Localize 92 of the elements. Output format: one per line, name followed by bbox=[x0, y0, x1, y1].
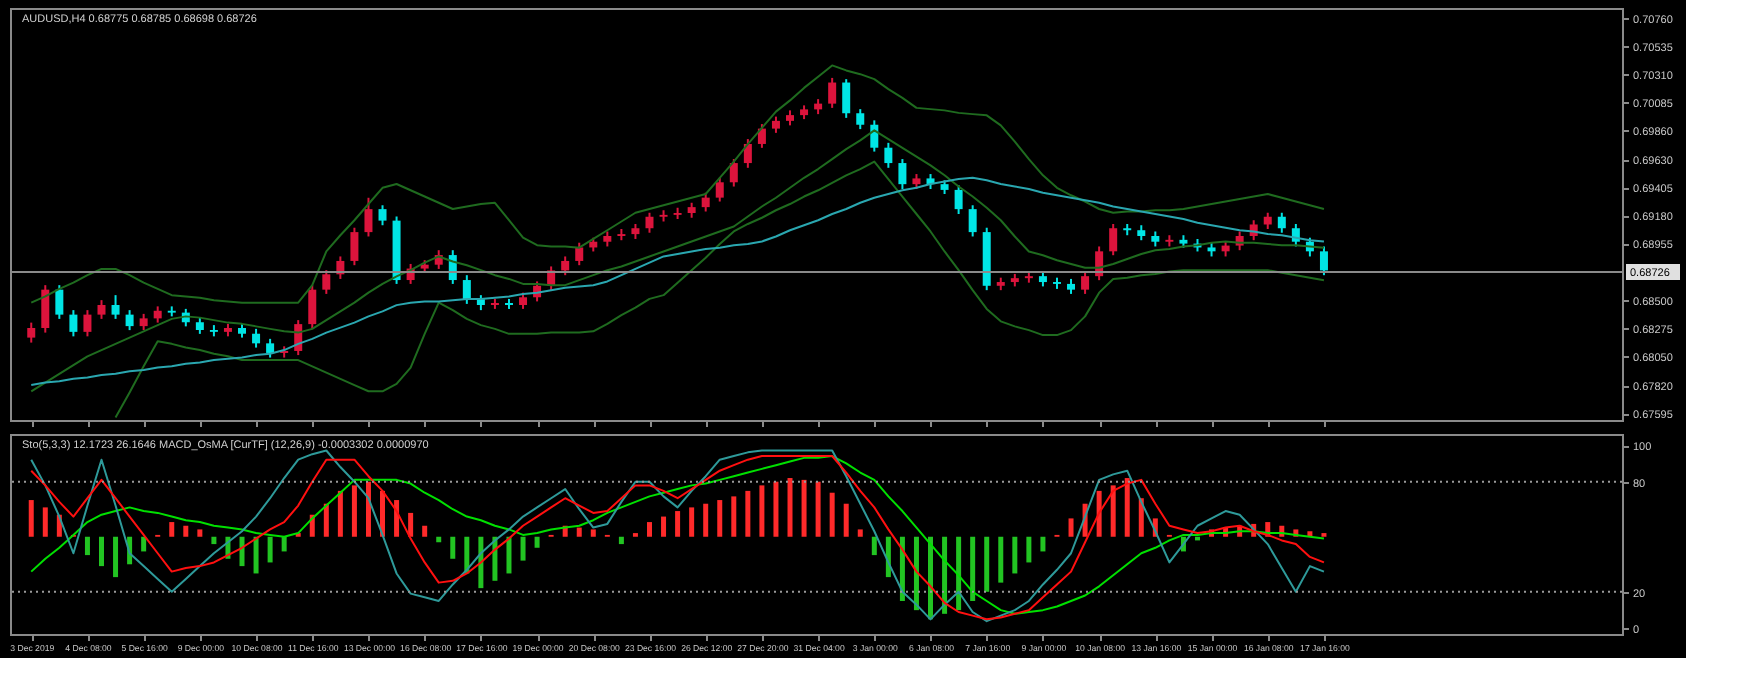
bar bbox=[351, 485, 357, 537]
bar bbox=[618, 536, 624, 545]
bar bbox=[211, 536, 217, 545]
bar bbox=[113, 536, 119, 578]
candlestick bbox=[97, 299, 106, 320]
candlestick bbox=[55, 284, 64, 320]
bar bbox=[745, 490, 751, 537]
bar bbox=[169, 522, 175, 537]
candlestick bbox=[252, 327, 261, 349]
bar bbox=[759, 485, 765, 537]
candlestick bbox=[69, 309, 78, 338]
bar bbox=[717, 500, 723, 537]
candlestick bbox=[884, 141, 893, 169]
candlestick bbox=[1081, 270, 1090, 295]
candlestick bbox=[729, 158, 738, 188]
candlestick bbox=[83, 309, 92, 338]
bar bbox=[956, 536, 962, 611]
bar bbox=[731, 496, 737, 537]
bar bbox=[703, 503, 709, 537]
bar bbox=[661, 516, 667, 537]
candlestick bbox=[111, 294, 120, 320]
bar bbox=[239, 536, 245, 567]
bar bbox=[801, 479, 807, 537]
bar bbox=[815, 481, 821, 537]
candlestick bbox=[378, 204, 387, 227]
bar bbox=[1012, 536, 1018, 574]
bar bbox=[183, 525, 189, 537]
bar bbox=[984, 536, 990, 592]
bar bbox=[337, 490, 343, 537]
candlestick bbox=[743, 138, 752, 169]
bar bbox=[843, 503, 849, 537]
bar bbox=[1110, 485, 1116, 537]
candlestick bbox=[308, 284, 317, 330]
bar bbox=[689, 507, 695, 537]
candlestick bbox=[575, 241, 584, 267]
bar bbox=[576, 527, 582, 537]
candlestick bbox=[125, 309, 134, 332]
bar bbox=[590, 529, 596, 537]
bar bbox=[646, 522, 652, 537]
bar bbox=[857, 529, 863, 537]
candlestick bbox=[968, 204, 977, 238]
bar bbox=[281, 536, 287, 552]
candlestick bbox=[462, 274, 471, 305]
bar bbox=[1040, 536, 1046, 552]
bar bbox=[408, 512, 414, 537]
bar bbox=[99, 536, 104, 567]
bar bbox=[1068, 518, 1074, 537]
bar bbox=[365, 481, 371, 537]
bar bbox=[323, 503, 329, 537]
bar bbox=[84, 536, 90, 556]
bar bbox=[1124, 478, 1130, 537]
candlestick bbox=[561, 255, 570, 277]
candlestick bbox=[1277, 211, 1286, 234]
candlestick bbox=[27, 321, 36, 344]
bar bbox=[829, 492, 835, 537]
bar bbox=[1026, 536, 1032, 563]
bar bbox=[773, 481, 779, 537]
bar bbox=[787, 478, 793, 537]
bar bbox=[42, 507, 48, 537]
candlestick bbox=[715, 176, 724, 203]
bar bbox=[520, 536, 526, 561]
bar bbox=[28, 500, 34, 537]
bar bbox=[267, 536, 273, 563]
bar bbox=[197, 529, 203, 537]
candlestick bbox=[856, 108, 865, 131]
bar bbox=[141, 536, 147, 552]
bar bbox=[871, 536, 877, 556]
candlestick bbox=[41, 284, 50, 334]
candlestick bbox=[645, 211, 654, 234]
candlestick bbox=[1319, 245, 1328, 277]
line-series bbox=[30, 176, 1325, 387]
bar bbox=[534, 536, 540, 548]
candlestick bbox=[954, 184, 963, 215]
bar bbox=[998, 536, 1004, 583]
candlestick bbox=[701, 191, 710, 213]
candlestick bbox=[828, 76, 837, 109]
bar bbox=[253, 536, 259, 574]
bar bbox=[675, 511, 681, 537]
candlestick bbox=[757, 123, 766, 149]
candlestick bbox=[266, 337, 275, 359]
candlestick bbox=[350, 226, 359, 267]
candlestick bbox=[1109, 222, 1118, 257]
bar bbox=[506, 536, 512, 574]
candlestick bbox=[322, 269, 331, 295]
candlestick bbox=[842, 78, 851, 119]
bar bbox=[913, 536, 919, 611]
bar bbox=[970, 536, 976, 601]
candlestick bbox=[364, 196, 373, 238]
bar bbox=[1096, 490, 1102, 537]
bar bbox=[450, 536, 456, 559]
bar bbox=[422, 525, 428, 537]
candlestick bbox=[898, 158, 907, 191]
